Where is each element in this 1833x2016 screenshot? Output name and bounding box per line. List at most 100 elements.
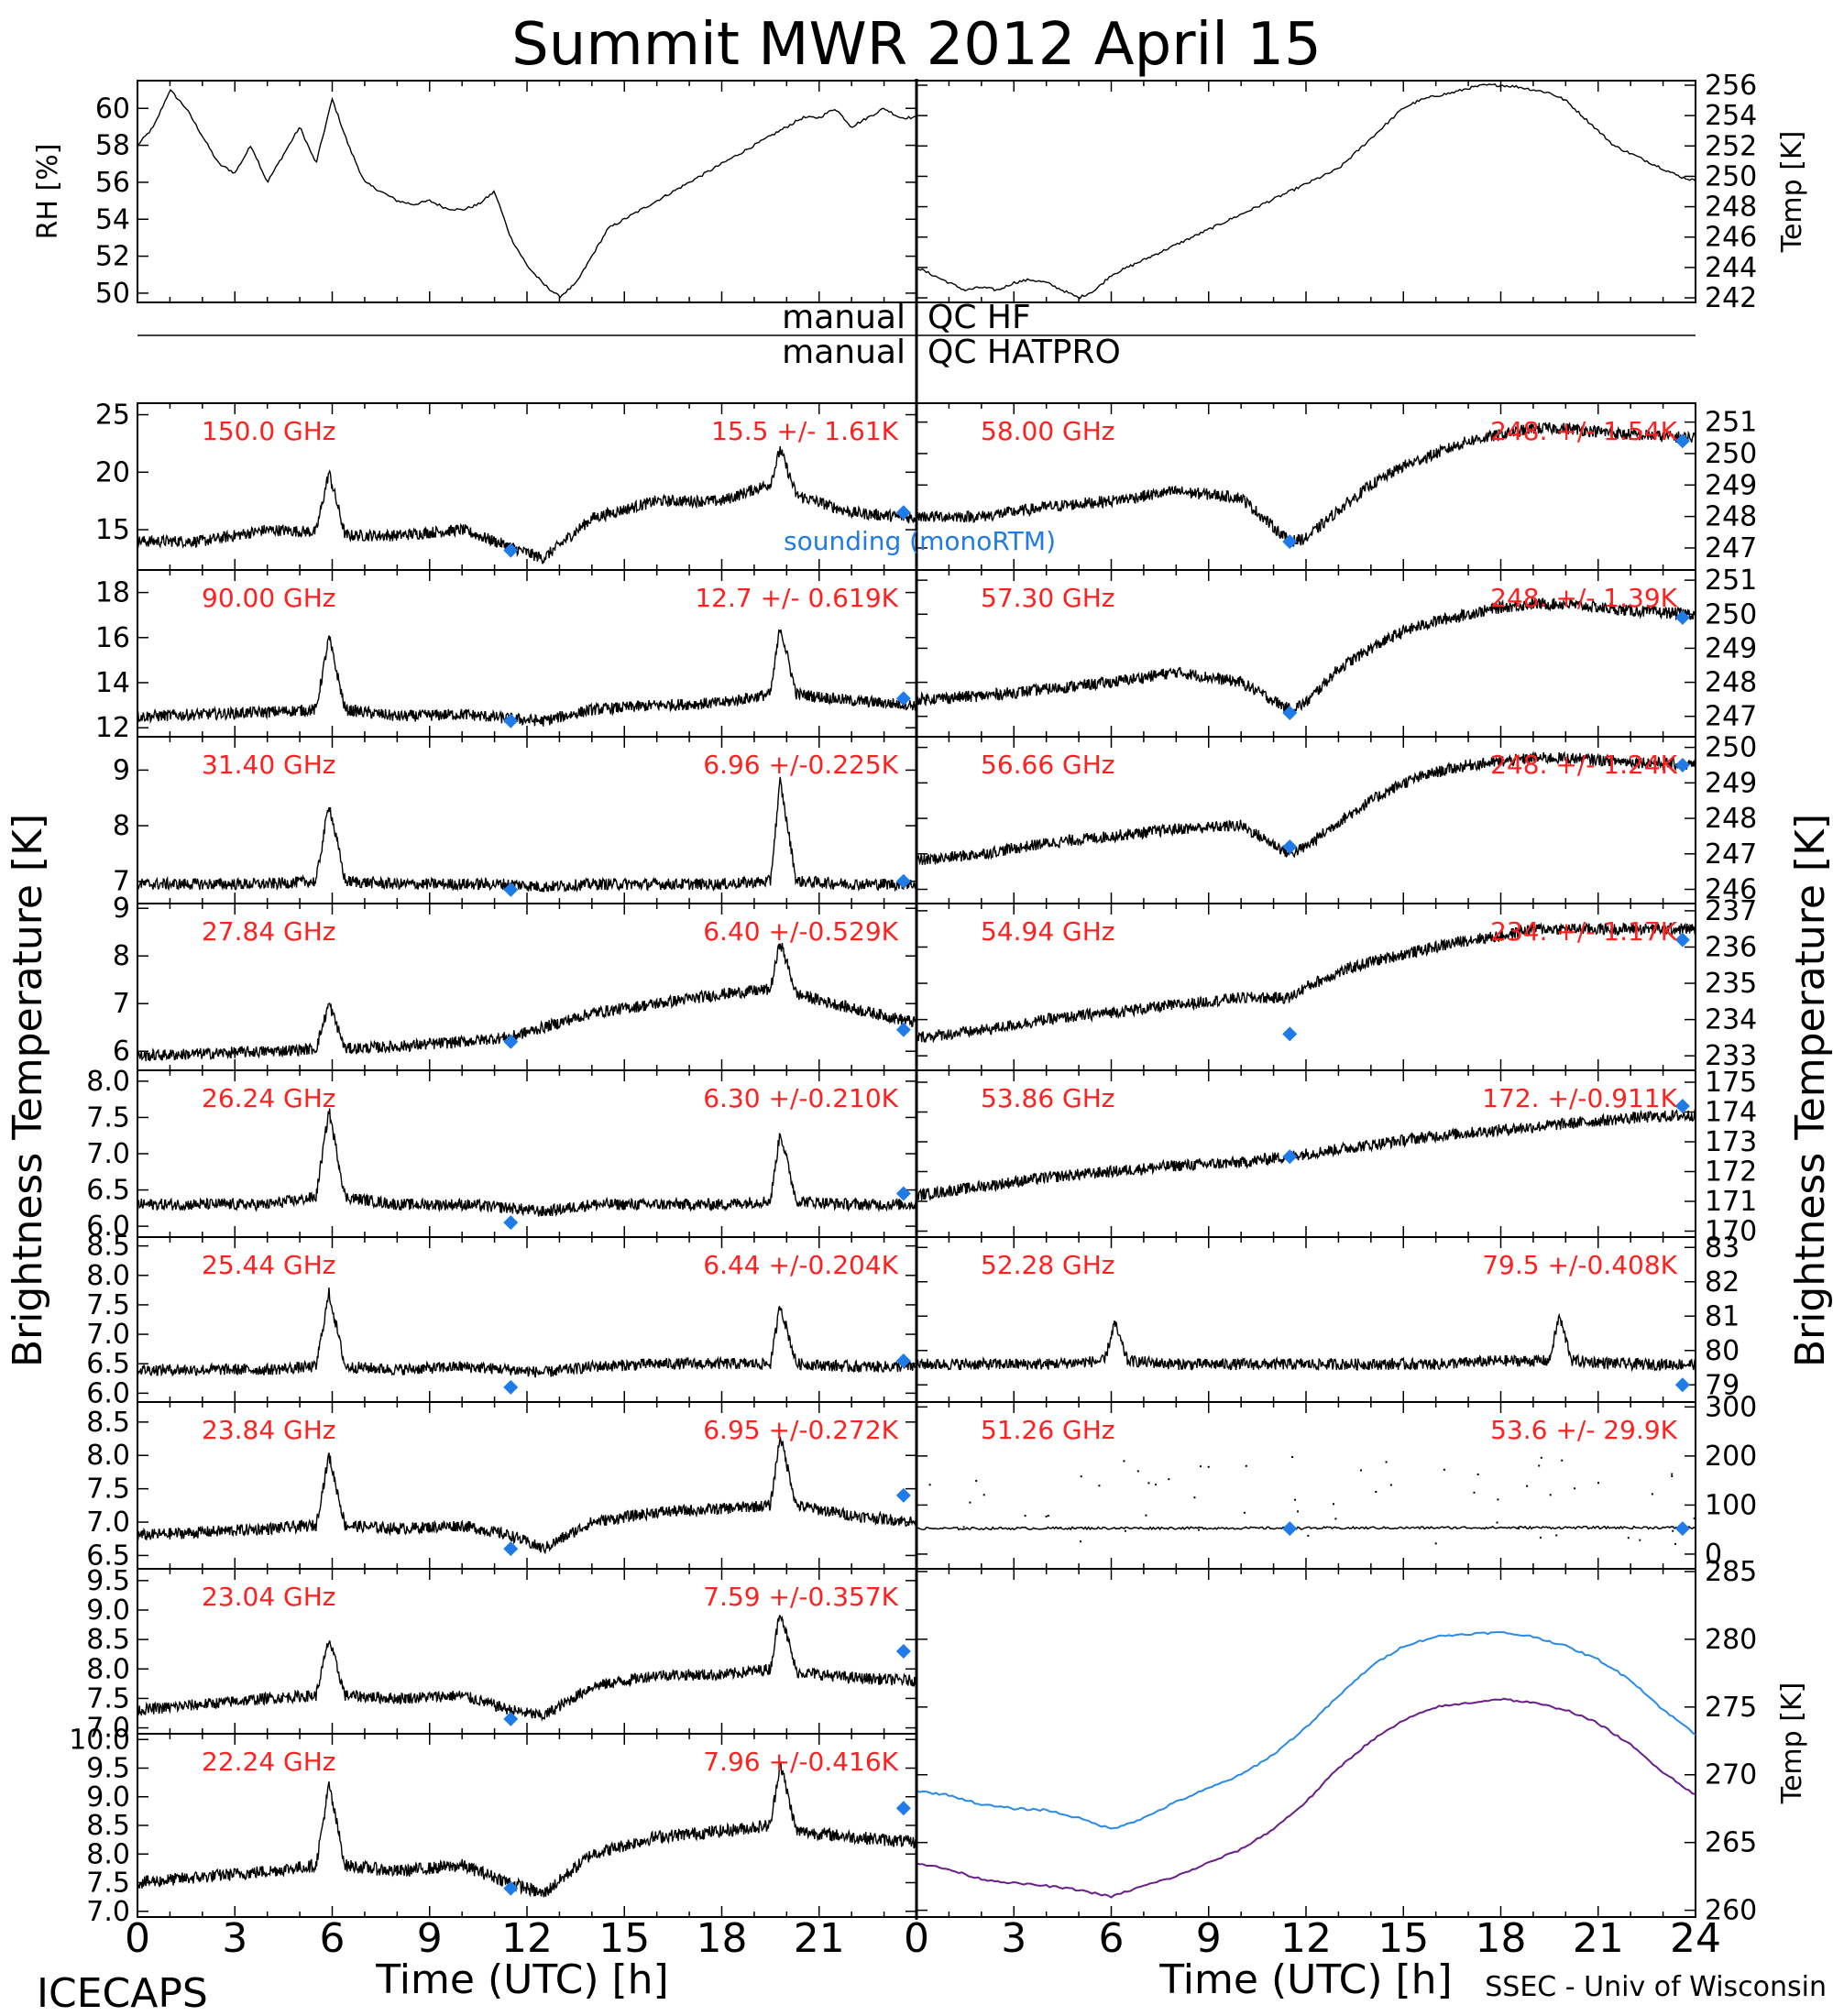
y-tick-label: 52 bbox=[95, 241, 130, 273]
credit-label: SSEC - Univ of Wisconsin bbox=[1485, 1971, 1827, 2003]
stats-label: 12.7 +/- 0.619K bbox=[695, 583, 898, 613]
stats-label: 248. +/- 1.54K bbox=[1490, 416, 1677, 446]
outlier-point bbox=[1434, 1542, 1437, 1545]
frequency-label: 54.94 GHz bbox=[981, 916, 1115, 947]
y-tick-label: 9 bbox=[113, 893, 130, 925]
stats-label: 6.30 +/-0.210K bbox=[703, 1083, 898, 1113]
sounding-marker bbox=[895, 1022, 911, 1037]
y-tick-label: 242 bbox=[1705, 282, 1757, 314]
outlier-point bbox=[1671, 1473, 1674, 1475]
outlier-point bbox=[1057, 1527, 1059, 1529]
y-tick-label: 15 bbox=[95, 514, 130, 546]
outlier-point bbox=[1045, 1515, 1048, 1517]
panel-26.24: 6.0 6.5 7.0 7.58.0 26.24 GHz 6.30 +/-0.210K bbox=[86, 1066, 917, 1243]
outlier-point bbox=[1360, 1469, 1362, 1472]
qc-hf-label: QC HF bbox=[927, 299, 1031, 336]
outlier-point bbox=[1124, 1529, 1126, 1532]
sounding-marker bbox=[1282, 534, 1298, 550]
x-tick-label: 21 bbox=[1573, 1915, 1624, 1962]
x-tick-label: 9 bbox=[417, 1915, 443, 1962]
y-tick-label: 7.5 bbox=[86, 1289, 130, 1321]
y-tick-label: 250 bbox=[1705, 732, 1757, 764]
y-tick-label: 7 bbox=[113, 988, 130, 1020]
outlier-point bbox=[1627, 1537, 1630, 1539]
y-tick-label: 252 bbox=[1705, 130, 1757, 162]
sounding-marker bbox=[1674, 757, 1690, 772]
panel-54.94: 233 234 235 236 237 54.94 GHz 234. +/- 1.17K bbox=[916, 895, 1757, 1072]
y-axis-label: Temp [K] bbox=[1776, 131, 1808, 254]
x-tick-label: 18 bbox=[1476, 1915, 1527, 1962]
x-tick-label: 15 bbox=[1377, 1915, 1429, 1962]
outlier-point bbox=[1555, 1534, 1558, 1537]
sounding-marker bbox=[1674, 610, 1690, 625]
y-tick-label: 249 bbox=[1705, 767, 1757, 799]
y-tick-label: 8.0 bbox=[86, 1260, 130, 1292]
sounding-marker bbox=[503, 1711, 519, 1726]
y-tick-label: 20 bbox=[95, 456, 130, 488]
outlier-point bbox=[962, 1526, 965, 1528]
series-line-1 bbox=[916, 1697, 1696, 1899]
left-xlabel: Time (UTC) [h] bbox=[375, 1956, 668, 2003]
trace-line bbox=[916, 597, 1696, 716]
outlier-point bbox=[1639, 1539, 1641, 1541]
y-tick-label: 14 bbox=[95, 667, 130, 699]
y-tick-label: 270 bbox=[1705, 1759, 1757, 1791]
y-tick-label: 251 bbox=[1705, 564, 1757, 597]
y-tick-label: 244 bbox=[1705, 252, 1757, 284]
sounding-marker bbox=[1674, 1099, 1690, 1113]
y-tick-label: 80 bbox=[1705, 1335, 1740, 1367]
panel-rh: 50 52 54 56 58 60 RH [%] bbox=[32, 80, 917, 310]
outlier-point bbox=[1136, 1470, 1139, 1473]
y-tick-label: 83 bbox=[1705, 1232, 1740, 1264]
y-tick-label: 9.0 bbox=[86, 1594, 130, 1627]
sounding-marker bbox=[503, 882, 519, 897]
outlier-point bbox=[1207, 1465, 1210, 1468]
outlier-point bbox=[1674, 1542, 1676, 1545]
y-tick-label: 246 bbox=[1705, 222, 1757, 254]
sounding-marker bbox=[1282, 1521, 1298, 1537]
sounding-marker bbox=[503, 1880, 519, 1896]
y-tick-label: 275 bbox=[1705, 1692, 1757, 1724]
y-tick-label: 8.0 bbox=[86, 1066, 130, 1098]
y-tick-label: 7 bbox=[113, 866, 130, 898]
frequency-label: 90.00 GHz bbox=[202, 583, 336, 613]
trace-line bbox=[916, 83, 1696, 300]
y-tick-label: 248 bbox=[1705, 667, 1757, 699]
y-tick-label: 82 bbox=[1705, 1266, 1740, 1298]
stats-label: 6.96 +/-0.225K bbox=[703, 750, 898, 780]
frequency-label: 23.84 GHz bbox=[202, 1415, 336, 1445]
y-tick-label: 58 bbox=[95, 130, 130, 162]
y-tick-label: 254 bbox=[1705, 100, 1757, 132]
outlier-point bbox=[1307, 1534, 1310, 1537]
stats-label: 79.5 +/-0.408K bbox=[1482, 1250, 1677, 1280]
y-tick-label: 200 bbox=[1705, 1441, 1757, 1473]
panel-blackbody: 260 265 270 275 280 285 Temp [K] bbox=[916, 1556, 1808, 1927]
y-tick-label: 260 bbox=[1705, 1895, 1757, 1927]
x-tick-label: 0 bbox=[904, 1915, 929, 1962]
outlier-point bbox=[1333, 1503, 1334, 1506]
qc-manual-hf: manual bbox=[782, 299, 906, 336]
stats-label: 7.96 +/-0.416K bbox=[703, 1747, 898, 1777]
trace-line bbox=[916, 1312, 1696, 1373]
left-brightness-label: Brightness Temperature [K] bbox=[5, 814, 51, 1367]
sounding-marker bbox=[503, 1215, 519, 1231]
y-tick-label: 247 bbox=[1705, 532, 1757, 564]
outlier-point bbox=[1561, 1459, 1564, 1462]
right-brightness-label: Brightness Temperature [K] bbox=[1787, 814, 1833, 1367]
y-tick-label: 7.5 bbox=[86, 1474, 130, 1506]
panel-25.44: 6.06.57.07.58.08.5 25.44 GHz 6.44 +/-0.204… bbox=[86, 1231, 917, 1409]
trace-line bbox=[916, 922, 1696, 1044]
panel-90.00: 12 14 16 18 90.00 GHz 12.7 +/- 0.619K bbox=[95, 569, 917, 744]
right-xlabel: Time (UTC) [h] bbox=[1158, 1956, 1452, 2003]
y-tick-label: 265 bbox=[1705, 1827, 1757, 1859]
trace-line bbox=[916, 421, 1696, 547]
y-tick-label: 6.5 bbox=[86, 1175, 130, 1207]
outlier-point bbox=[1080, 1475, 1082, 1478]
sounding-marker bbox=[895, 1487, 911, 1503]
y-tick-label: 18 bbox=[95, 577, 130, 609]
frequency-label: 25.44 GHz bbox=[202, 1250, 336, 1280]
